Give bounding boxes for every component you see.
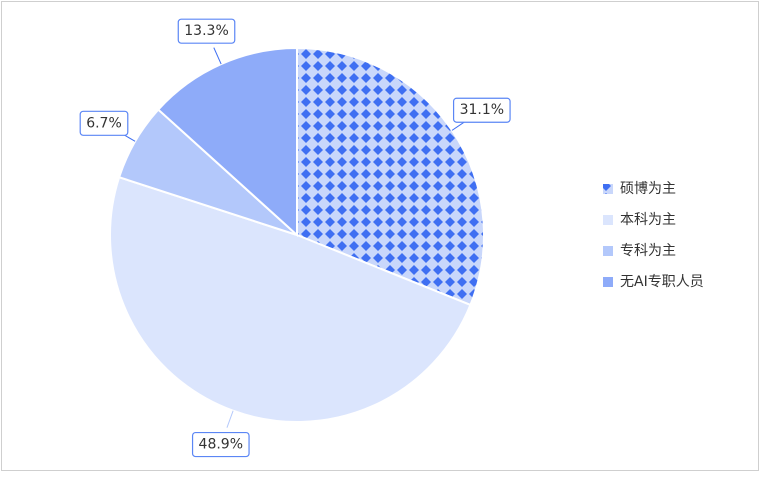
- legend-marker: [603, 215, 613, 225]
- label-box: [177, 18, 236, 44]
- pie-slice: [109, 175, 472, 423]
- legend-label: 无AI专职人员: [620, 274, 704, 290]
- label-box: [79, 110, 129, 136]
- leader-line: [226, 410, 234, 428]
- legend-label: 硕博为主: [620, 180, 676, 197]
- legend-marker: [603, 184, 613, 194]
- pie-slice: [296, 46, 485, 307]
- legend-marker: [603, 246, 613, 256]
- legend-marker: [603, 277, 613, 287]
- label-box: [191, 431, 250, 458]
- legend-label: 本科为主: [620, 212, 676, 228]
- label-box: [452, 97, 511, 123]
- leader-line: [213, 47, 222, 65]
- data-label: 6.7%: [86, 115, 122, 131]
- data-label: 13.3%: [184, 23, 228, 39]
- data-label: 31.1%: [460, 102, 504, 118]
- legend-label: 专科为主: [620, 243, 676, 259]
- data-label: 48.9%: [199, 437, 243, 453]
